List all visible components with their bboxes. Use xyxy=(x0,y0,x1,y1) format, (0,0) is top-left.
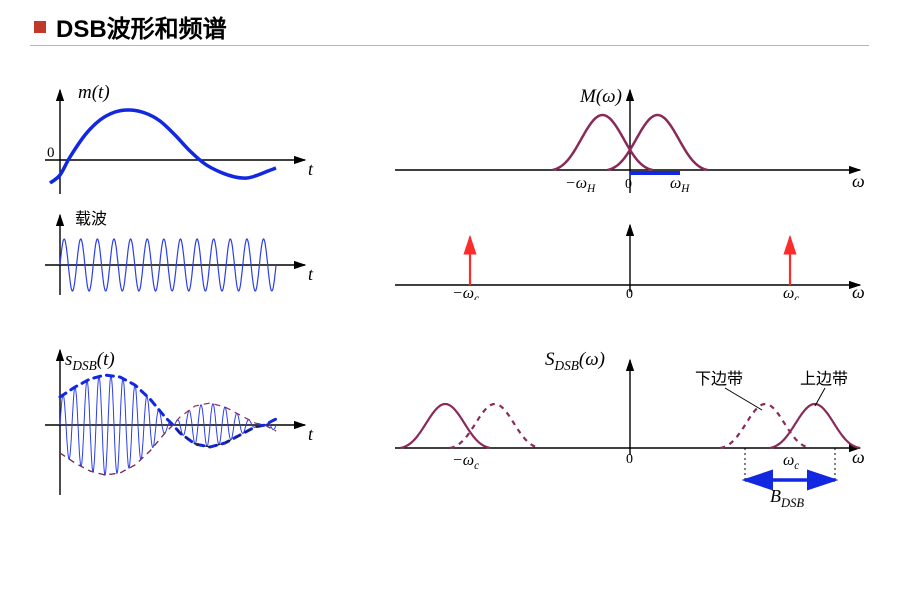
Sd-bandwidth-label: BDSB xyxy=(770,486,804,510)
Sd-neg: −ωc xyxy=(452,452,479,472)
Sd-lobe-right-inner xyxy=(720,404,810,448)
mt-curve xyxy=(50,110,276,183)
Mw-lobe-pos xyxy=(608,115,708,170)
sdsb-label: sDSB(t) xyxy=(65,349,115,373)
panel-carrier-spec: ω −ωc 0 ωc xyxy=(390,220,870,300)
Sd-lobe-left-outer xyxy=(400,404,490,448)
Mw-pos: ωH xyxy=(670,175,690,195)
Mw-neg: −ωH xyxy=(565,175,596,195)
title-bar: DSB波形和频谱 xyxy=(30,10,869,46)
sdsb-env-pos xyxy=(60,375,276,447)
panel-mt: 0 m(t) t xyxy=(40,85,320,200)
carrier-svg: 载波 t xyxy=(40,210,320,300)
title-bullet xyxy=(34,21,46,33)
cs-neg: −ωc xyxy=(452,285,479,300)
carrier-label: 载波 xyxy=(75,210,107,228)
title-text: DSB波形和频谱 xyxy=(56,9,227,44)
Mw-svg: M(ω) ω −ωH 0 ωH xyxy=(390,85,870,200)
Mw-xlabel: ω xyxy=(852,171,865,191)
cs-zero: 0 xyxy=(626,287,633,300)
sdsb-xlabel: t xyxy=(308,424,314,444)
Sd-zero: 0 xyxy=(626,452,633,467)
panel-sdsb: sDSB(t) t xyxy=(40,340,320,500)
mt-svg: 0 m(t) t xyxy=(40,85,320,200)
Mw-lobe-neg xyxy=(553,115,653,170)
Sd-ann-upper: 上边带 xyxy=(800,370,848,388)
Sdsbw-svg: SDSB(ω) ω −ωc 0 ωc 下边带 上边带 BDSB xyxy=(390,340,870,520)
Sd-lobe-right-outer xyxy=(770,404,860,448)
cs-xlabel: ω xyxy=(852,282,865,300)
Sd-pos: ωc xyxy=(783,452,799,472)
Sd-xlabel: ω xyxy=(852,447,865,467)
carrier-spec-svg: ω −ωc 0 ωc xyxy=(390,220,870,300)
panel-carrier: 载波 t xyxy=(40,210,320,300)
diagram-panels: 0 m(t) t 载波 t xyxy=(0,60,899,601)
Sd-lobe-left-inner xyxy=(450,404,540,448)
mt-xlabel: t xyxy=(308,159,314,179)
mt-zero: 0 xyxy=(47,145,55,161)
mt-label: m(t) xyxy=(78,85,110,103)
Mw-label: M(ω) xyxy=(579,86,622,107)
sdsb-svg: sDSB(t) t xyxy=(40,340,320,500)
Sd-label: SDSB(ω) xyxy=(545,349,605,373)
carrier-xlabel: t xyxy=(308,264,314,284)
cs-pos: ωc xyxy=(783,285,799,300)
Mw-zero: 0 xyxy=(625,177,632,192)
panel-Sdsbw: SDSB(ω) ω −ωc 0 ωc 下边带 上边带 BDSB xyxy=(390,340,870,520)
Sd-ann-lower: 下边带 xyxy=(695,370,743,388)
panel-Mw: M(ω) ω −ωH 0 ωH xyxy=(390,85,870,200)
